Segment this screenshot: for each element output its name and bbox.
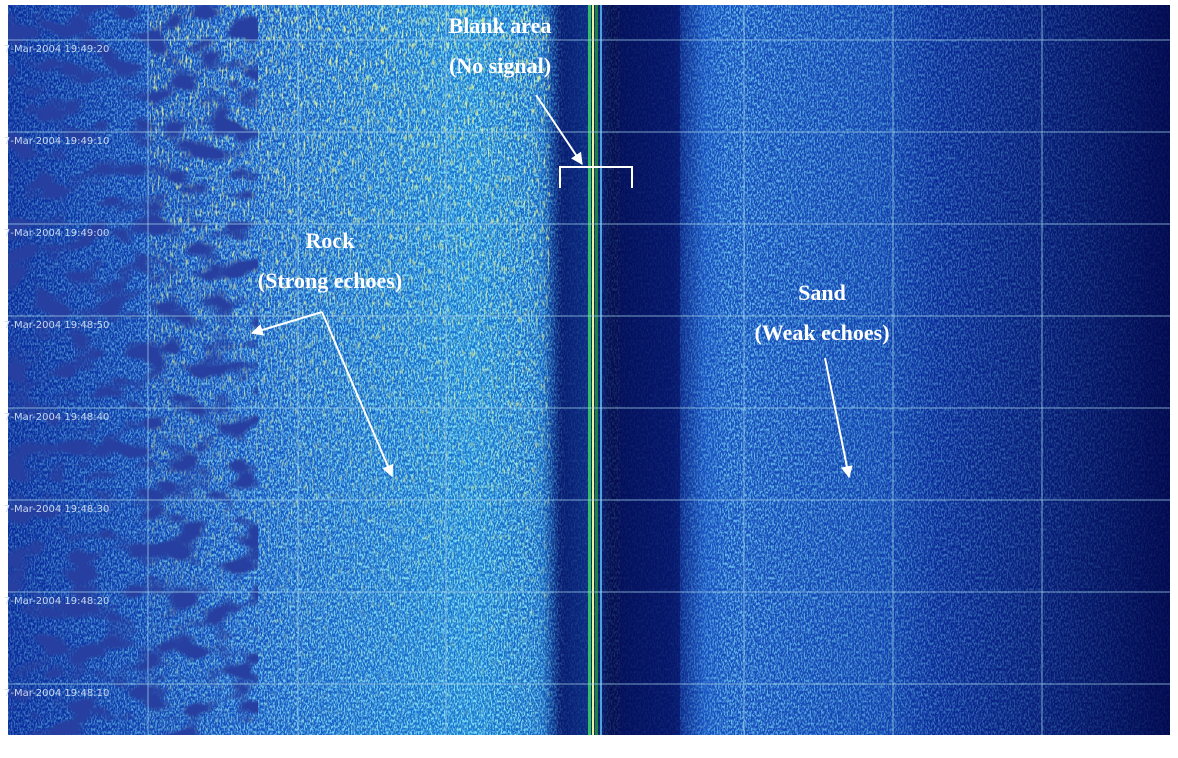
annotation-subtitle: (Strong echoes)	[258, 268, 402, 293]
time-label: 7-Mar-2004 19:48:30	[4, 504, 109, 515]
sonar-image	[8, 5, 1170, 735]
annotation-title: Rock	[306, 228, 356, 253]
sonar-view: 7-Mar-2004 19:49:20 7-Mar-2004 19:49:10 7-…	[0, 0, 1178, 758]
annotation-subtitle: (Weak echoes)	[754, 320, 889, 345]
time-label: 7-Mar-2004 19:49:10	[4, 136, 109, 147]
annotation-title: Sand	[798, 280, 846, 305]
annotation-subtitle: (No signal)	[449, 53, 551, 78]
time-label: 7-Mar-2004 19:49:20	[4, 44, 109, 55]
annotation-title: Blank area	[449, 13, 552, 38]
time-label: 7-Mar-2004 19:48:40	[4, 412, 109, 423]
page: 7-Mar-2004 19:49:20 7-Mar-2004 19:49:10 7-…	[0, 0, 1178, 758]
time-label: 7-Mar-2004 19:48:10	[4, 688, 109, 699]
time-label: 7-Mar-2004 19:48:20	[4, 596, 109, 607]
time-label: 7-Mar-2004 19:49:00	[4, 228, 109, 239]
time-label: 7-Mar-2004 19:48:50	[4, 320, 109, 331]
